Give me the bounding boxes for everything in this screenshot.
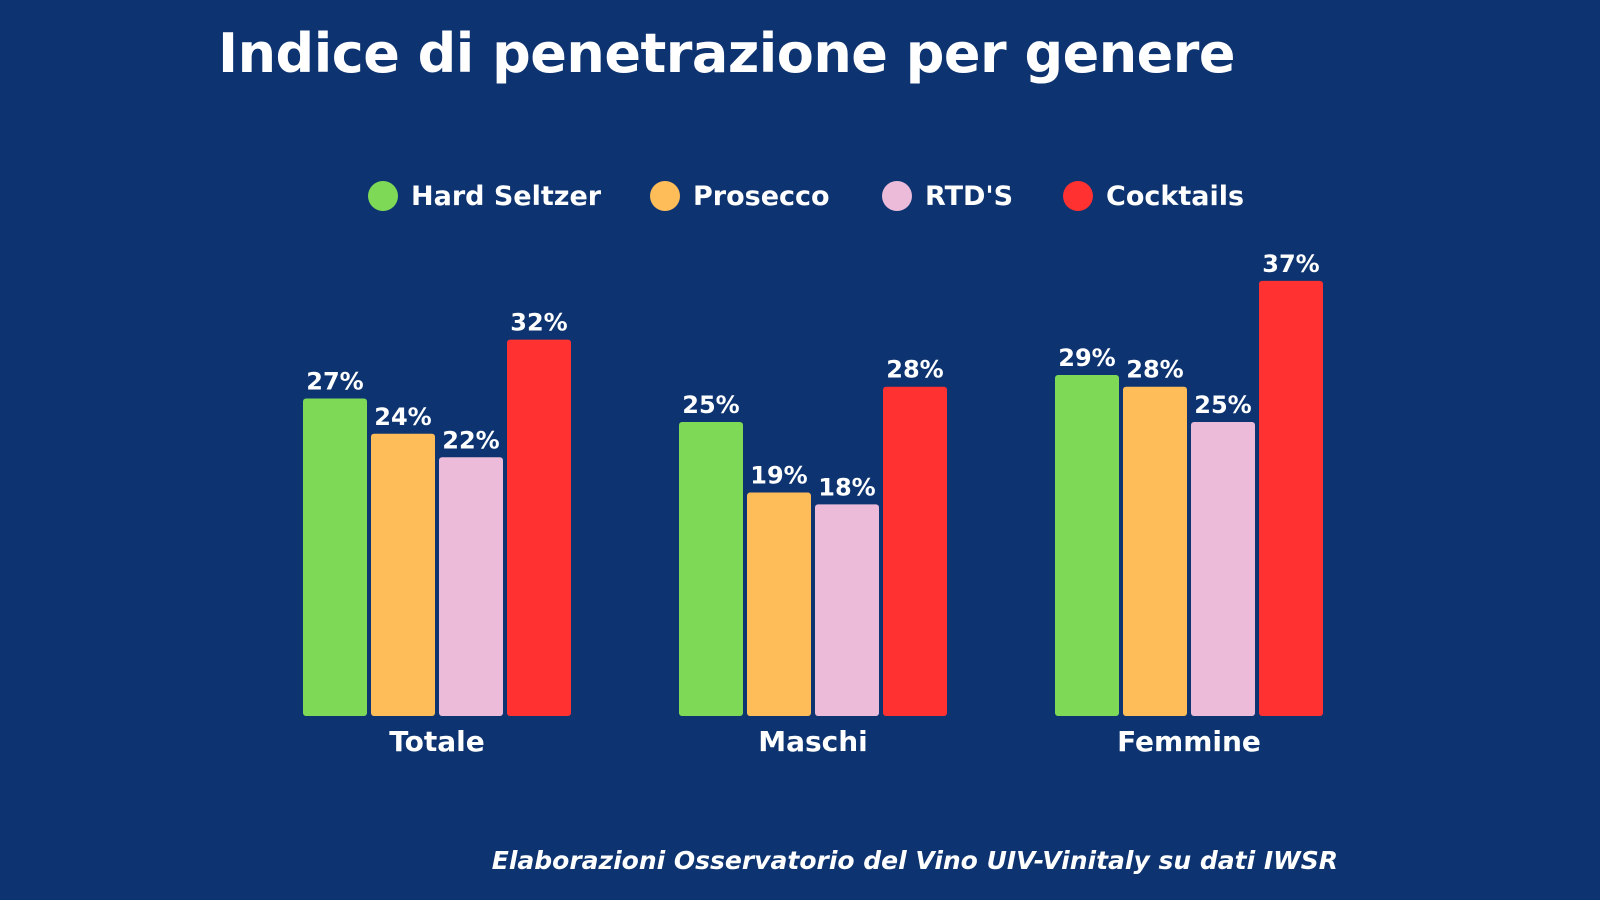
legend-swatch-cocktails [1063, 181, 1093, 211]
data-label-maschi-rtd-s: 18% [818, 473, 875, 501]
bar-femmine-prosecco [1123, 386, 1187, 716]
data-label-totale-cocktails: 32% [510, 309, 567, 337]
bar-totale-hard-seltzer [303, 398, 367, 716]
bar-group-femmine: 29% 28% 25% 37% Femmine [1055, 250, 1323, 758]
bar-maschi-hard-seltzer [679, 422, 743, 716]
legend-item-hard-seltzer: Hard Seltzer [368, 174, 601, 218]
legend-item-prosecco: Prosecco [650, 174, 830, 218]
data-label-maschi-cocktails: 28% [886, 356, 943, 384]
data-label-maschi-prosecco: 19% [750, 462, 807, 490]
chart-title: Indice di penetrazione per genere [218, 22, 1236, 85]
bar-maschi-prosecco [747, 492, 811, 716]
bar-maschi-cocktails [883, 386, 947, 716]
bar-totale-prosecco [371, 433, 435, 716]
legend-label-rtds: RTD'S [925, 180, 1014, 212]
data-label-femmine-cocktails: 37% [1262, 250, 1319, 278]
bar-femmine-hard-seltzer [1055, 374, 1119, 716]
data-label-totale-hard-seltzer: 27% [306, 367, 363, 395]
bar-totale-cocktails [507, 339, 571, 716]
bar-group-maschi: 25% 19% 18% 28% Maschi [679, 356, 947, 758]
legend-swatch-prosecco [650, 181, 680, 211]
bar-group-totale: 27% 24% 22% 32% Totale [303, 309, 571, 758]
category-label-maschi: Maschi [758, 725, 868, 758]
legend-item-rtds: RTD'S [882, 174, 1013, 218]
legend-label-cocktails: Cocktails [1106, 180, 1245, 212]
bar-femmine-cocktails [1259, 280, 1323, 716]
data-label-femmine-rtd-s: 25% [1194, 391, 1251, 419]
data-label-femmine-hard-seltzer: 29% [1058, 344, 1115, 372]
bar-maschi-rtd-s [815, 504, 879, 716]
legend-swatch-rtds [882, 181, 912, 211]
category-label-femmine: Femmine [1117, 725, 1261, 758]
legend-label-hard-seltzer: Hard Seltzer [411, 180, 602, 212]
data-label-femmine-prosecco: 28% [1126, 356, 1183, 384]
bar-totale-rtd-s [439, 457, 503, 716]
data-label-totale-rtd-s: 22% [442, 426, 499, 454]
legend-label-prosecco: Prosecco [693, 180, 830, 212]
legend-swatch-hard-seltzer [368, 181, 398, 211]
legend-item-cocktails: Cocktails [1063, 174, 1244, 218]
data-label-maschi-hard-seltzer: 25% [682, 391, 739, 419]
data-label-totale-prosecco: 24% [374, 403, 431, 431]
category-label-totale: Totale [389, 725, 484, 758]
bar-femmine-rtd-s [1191, 422, 1255, 716]
legend: Hard Seltzer Prosecco RTD'S Cocktails [0, 174, 1600, 218]
source-note: Elaborazioni Osservatorio del Vino UIV-V… [491, 846, 1338, 875]
